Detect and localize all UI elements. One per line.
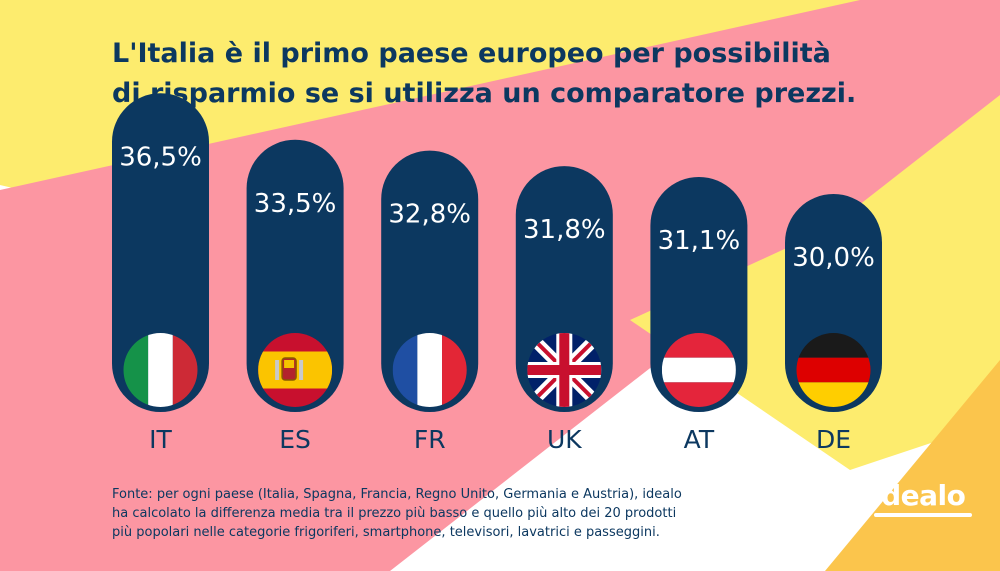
source-note-line-3: più popolari nelle categorie frigoriferi… bbox=[112, 525, 660, 540]
bar-group: 33,5% ES bbox=[246, 139, 344, 454]
category-label: AT bbox=[684, 425, 715, 454]
source-note-line-1: Fonte: per ogni paese (Italia, Spagna, F… bbox=[112, 487, 682, 502]
category-label: DE bbox=[816, 425, 851, 454]
bar-group: 30,0% DE bbox=[785, 194, 882, 454]
bar-group: 32,8% FR bbox=[381, 150, 479, 454]
chart-title-line-2: di risparmio se si utilizza un comparato… bbox=[112, 78, 857, 109]
bar-group: 31,1% AT bbox=[650, 176, 748, 454]
source-note: Fonte: per ogni paese (Italia, Spagna, F… bbox=[112, 485, 752, 542]
bar-value-label: 30,0% bbox=[792, 243, 875, 273]
bar-value-label: 33,5% bbox=[254, 189, 337, 219]
bar-value-label: 31,1% bbox=[658, 226, 741, 256]
bar bbox=[112, 93, 209, 412]
uk-flag-icon bbox=[527, 333, 602, 407]
logo-orange-shape bbox=[825, 360, 1000, 571]
idealo-logo: idealo bbox=[872, 479, 966, 512]
category-label: UK bbox=[547, 425, 582, 454]
bar-value-label: 36,5% bbox=[119, 142, 202, 172]
bar-value-label: 32,8% bbox=[388, 200, 471, 230]
source-note-line-2: ha calcolato la differenza media tra il … bbox=[112, 506, 677, 521]
category-label: ES bbox=[279, 425, 311, 454]
chart-title-line-1: L'Italia è il primo paese europeo per po… bbox=[112, 38, 831, 69]
category-label: IT bbox=[149, 425, 172, 454]
category-label: FR bbox=[414, 425, 446, 454]
bar-group: 36,5% IT bbox=[112, 93, 209, 454]
bar-group: 31,8% UK bbox=[515, 166, 613, 454]
bar-value-label: 31,8% bbox=[523, 215, 606, 245]
idealo-logo-underline bbox=[874, 513, 972, 517]
chart-title: L'Italia è il primo paese europeo per po… bbox=[112, 34, 912, 114]
spain-flag-icon bbox=[258, 333, 333, 407]
